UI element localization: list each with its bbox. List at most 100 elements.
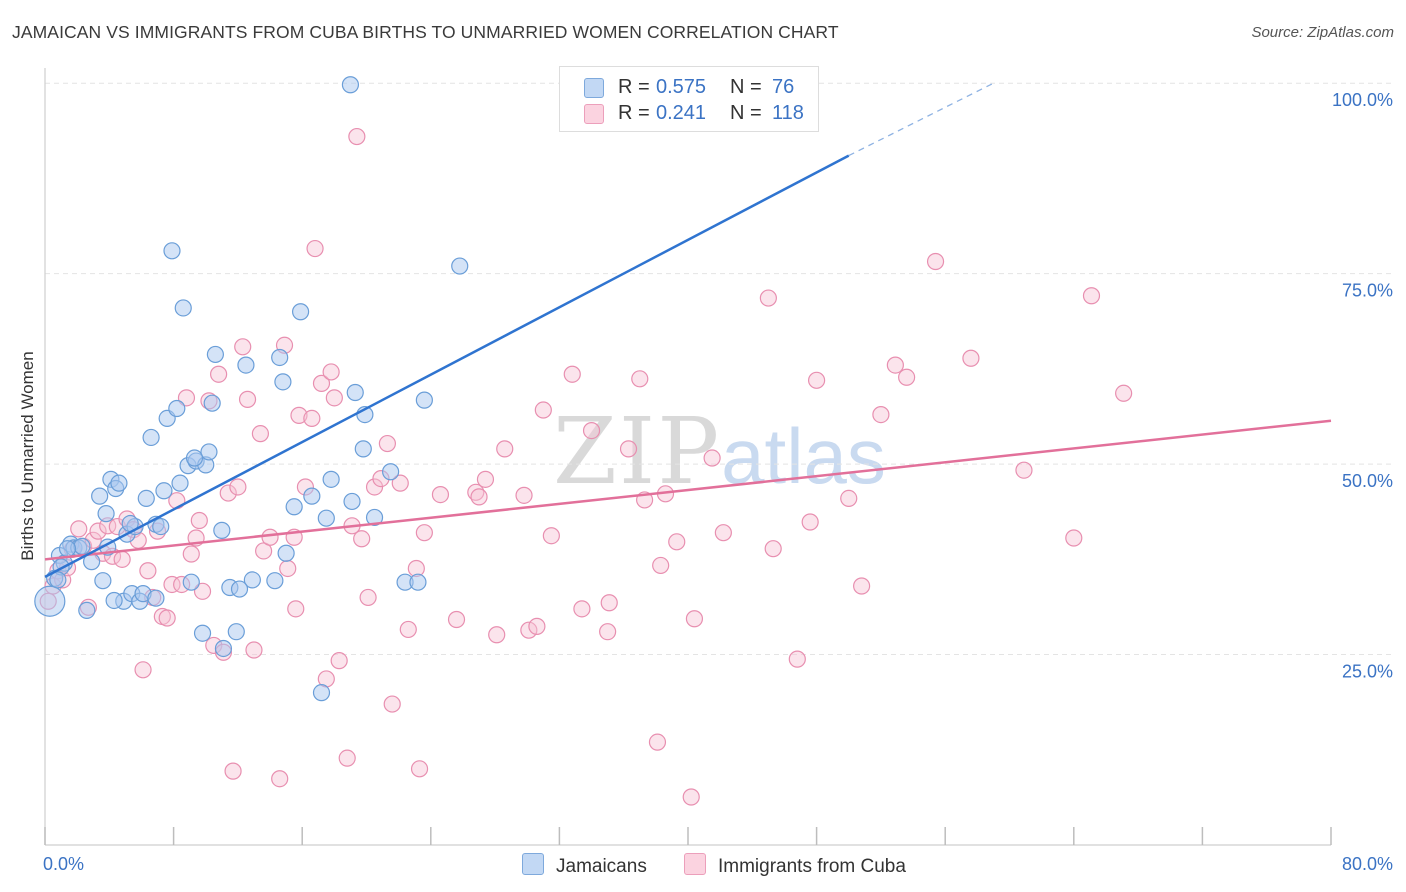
cuba-point	[1065, 529, 1083, 547]
jamaican-point	[322, 470, 340, 488]
cuba-point	[488, 626, 506, 644]
cuba-point	[261, 528, 279, 546]
cuba-point	[582, 422, 601, 440]
jamaican-point	[105, 591, 123, 610]
jamaican-point	[73, 537, 91, 555]
jamaican-point	[142, 428, 160, 447]
tick-labels: 25.0% 50.0% 75.0% 100.0% 0.0% 80.0%	[43, 90, 1393, 874]
y-axis-label: Births to Unmarried Women	[18, 351, 37, 561]
jamaican-point	[346, 383, 364, 402]
cuba-point	[528, 617, 546, 635]
jamaican-point	[243, 571, 261, 589]
legend-r-label: R =	[618, 102, 650, 124]
cuba-point	[238, 390, 257, 408]
jamaican-point	[354, 440, 372, 458]
cuba-point	[245, 641, 263, 659]
cuba-point	[631, 370, 649, 388]
cuba-point	[759, 289, 777, 307]
cuba-point	[219, 484, 237, 502]
cuba-point	[685, 610, 704, 628]
jamaican-point	[409, 573, 427, 591]
cuba-point	[378, 434, 396, 453]
source-credit: Source: ZipAtlas.com	[1251, 24, 1394, 41]
cuba-point	[287, 600, 305, 618]
legend-n-value: 76	[772, 76, 795, 98]
cuba-point	[542, 527, 560, 545]
cuba-point	[926, 252, 945, 271]
cuba-point	[470, 488, 488, 506]
cuba-point	[1015, 461, 1033, 479]
y-tick-label: 50.0%	[1342, 471, 1393, 491]
cuba-point	[359, 588, 377, 607]
jamaican-point	[97, 505, 115, 523]
cuba-point	[840, 489, 858, 507]
cuba-point	[853, 577, 871, 595]
cuba-point	[668, 533, 686, 551]
cuba-point	[348, 127, 366, 146]
cuba-point	[255, 542, 273, 560]
jamaican-point	[155, 482, 173, 500]
legend-swatch-cuba	[584, 104, 604, 124]
x-tick-label: 0.0%	[43, 854, 84, 874]
cuba-point	[898, 368, 916, 386]
chart-title: JAMAICAN VS IMMIGRANTS FROM CUBA BIRTHS …	[12, 22, 839, 42]
jamaican-point	[271, 348, 289, 367]
jamaican-point	[168, 399, 186, 418]
cuba-point	[139, 562, 157, 580]
cuba-point	[1115, 384, 1133, 402]
cuba-point	[476, 470, 495, 488]
cuba-point	[290, 406, 308, 424]
jamaican-point	[203, 394, 221, 412]
bottom-legend-label-jamaicans: Jamaicans	[556, 856, 647, 877]
legend-swatch-jamaicans	[584, 78, 604, 98]
cuba-point	[163, 575, 181, 594]
cuba-point	[515, 486, 533, 504]
cuba-point	[70, 520, 88, 538]
y-tick-label: 25.0%	[1342, 662, 1393, 682]
cuba-point	[807, 371, 826, 389]
bottom-legend-cuba: Immigrants from Cuba	[684, 853, 906, 878]
cuba-point	[391, 474, 409, 492]
cuba-point	[534, 401, 552, 419]
cuba-point	[415, 524, 433, 542]
cuba-point	[563, 365, 581, 383]
cuba-point	[113, 550, 131, 568]
jamaican-trend-line	[44, 154, 850, 578]
cuba-point	[703, 449, 721, 467]
jamaican-point	[58, 540, 77, 558]
jamaican-point	[451, 257, 469, 275]
jamaican-point	[230, 580, 249, 598]
jamaican-point	[182, 573, 200, 591]
cuba-point	[182, 545, 200, 563]
jamaican-point	[206, 345, 224, 364]
cuba-point	[229, 478, 247, 496]
legend-r-value: 0.575	[656, 76, 707, 98]
jamaican-point	[185, 449, 204, 467]
cuba-point	[383, 695, 401, 713]
jamaican-point	[147, 589, 165, 607]
bottom-legend-swatch-cuba	[684, 853, 706, 875]
correlation-legend: R = 0.575 N = 76 R = 0.241 N = 118	[559, 66, 819, 132]
axes	[44, 68, 1332, 846]
jamaican-point	[78, 601, 96, 619]
jamaican-point	[193, 624, 212, 642]
jamaican-point	[291, 303, 310, 321]
jamaican-point	[274, 373, 292, 391]
legend-n-value: 118	[772, 102, 804, 124]
cuba-point	[190, 511, 208, 530]
cuba-point	[520, 621, 538, 639]
jamaican-point	[415, 391, 433, 409]
cuba-point	[682, 788, 700, 806]
cuba-point	[652, 556, 670, 575]
cuba-point	[801, 513, 819, 531]
jamaican-point	[91, 487, 109, 505]
jamaican-points	[34, 76, 469, 702]
cuba-point	[496, 440, 514, 458]
cuba-point	[431, 485, 450, 504]
jamaican-point	[237, 356, 255, 374]
jamaican-point	[49, 571, 67, 589]
y-tick-label: 100.0%	[1332, 90, 1393, 110]
cuba-point	[210, 365, 228, 383]
cuba-point	[134, 661, 152, 679]
jamaican-point	[171, 474, 189, 492]
